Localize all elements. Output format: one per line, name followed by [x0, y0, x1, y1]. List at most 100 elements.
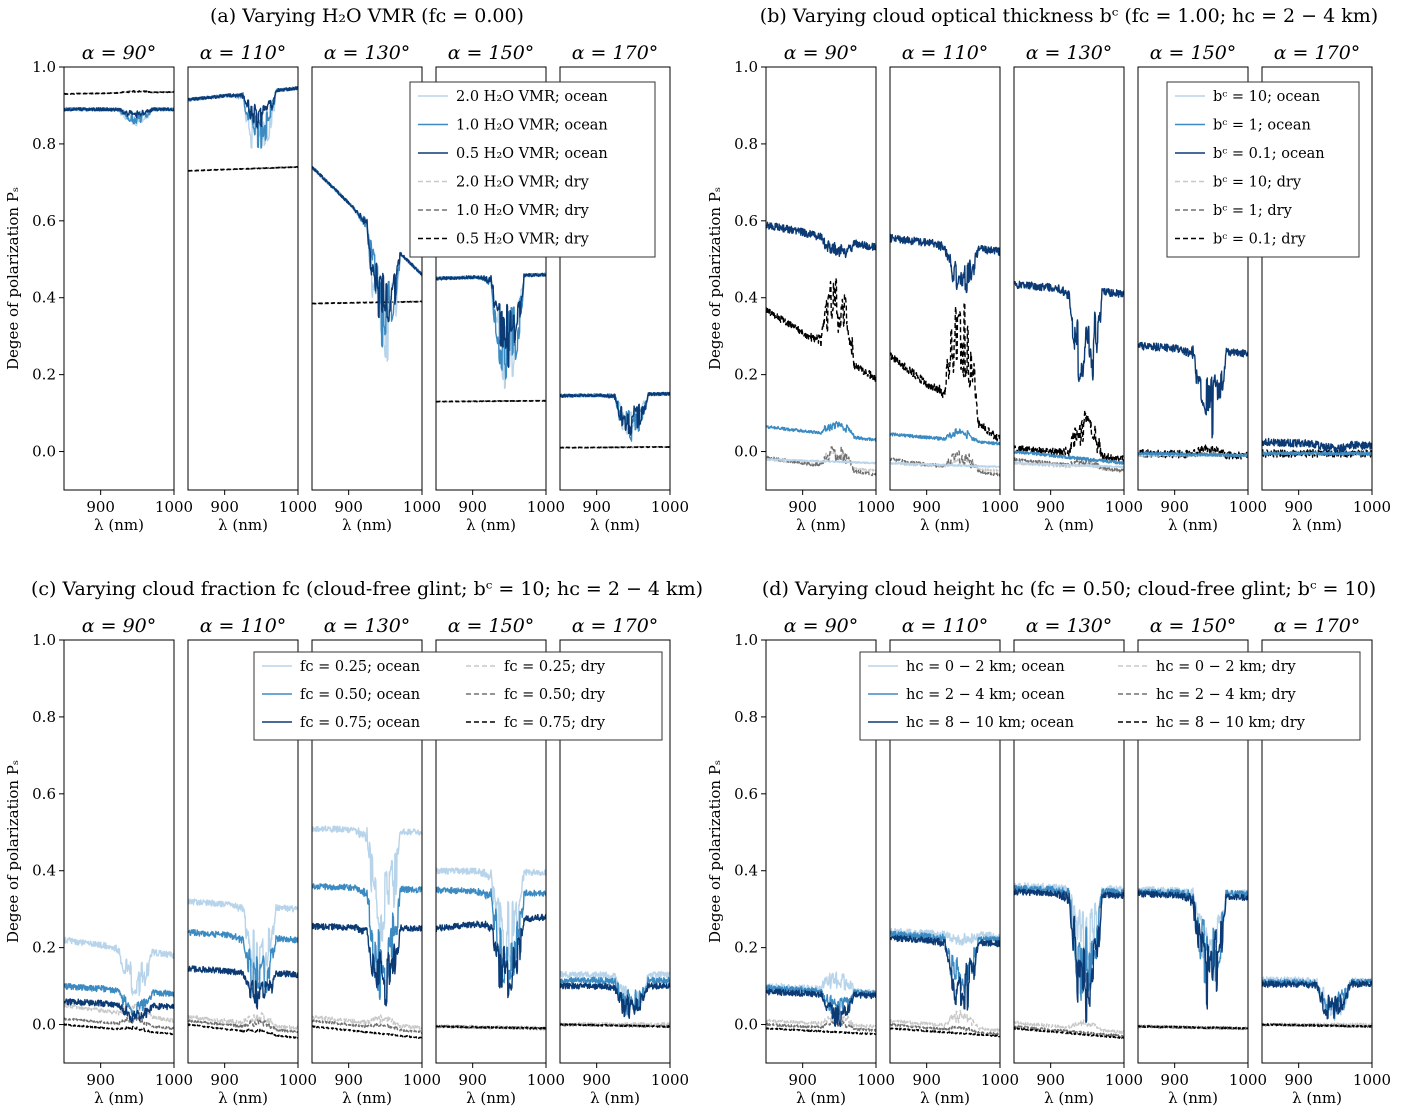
series-group — [436, 272, 546, 403]
subplot-title: α = 90° — [784, 615, 859, 637]
series-line-6 — [436, 1025, 546, 1030]
series-line-5 — [188, 1019, 298, 1034]
y-axis-label: Degee of polarization Pₛ — [706, 187, 724, 370]
subplot-alpha-150: α = 150° 900 1000 λ (nm) — [1137, 42, 1267, 534]
x-tick-label: 1000 — [279, 498, 317, 516]
series-line-4 — [64, 90, 174, 95]
series-line-3 — [1014, 888, 1124, 1023]
x-tick-label: 900 — [912, 1071, 941, 1089]
legend-entry: hᴄ = 0 − 2 km; ocean — [906, 659, 1065, 675]
subplot-alpha-90: α = 90° 900 1000 λ (nm) — [765, 42, 895, 534]
subplot-frame — [435, 639, 547, 1064]
y-tick-label: 1.0 — [32, 58, 56, 76]
y-tick-label: 0.4 — [32, 862, 56, 880]
series-line-3 — [1262, 980, 1372, 1020]
subplot-title: α = 90° — [82, 615, 157, 637]
series-group — [436, 867, 546, 1031]
legend-entry: 1.0 H₂O VMR; dry — [456, 203, 590, 219]
panel-c: (c) Varying cloud fraction fᴄ (cloud-fre… — [4, 578, 703, 1107]
subplot-title: α = 90° — [784, 42, 859, 64]
subplot-alpha-90: α = 90° 900 1000 λ (nm) — [63, 42, 193, 534]
x-axis-label: λ (nm) — [1044, 516, 1094, 534]
legend-entry: hᴄ = 2 − 4 km; dry — [1156, 687, 1296, 703]
series-line-3 — [766, 988, 876, 1028]
series-line-2 — [188, 929, 298, 1000]
series-group — [1262, 976, 1372, 1029]
series-group — [890, 233, 1000, 477]
subplot-title: α = 130° — [324, 615, 411, 637]
x-tick-label: 900 — [1284, 1071, 1313, 1089]
series-line-6 — [890, 302, 1000, 444]
series-line-4 — [188, 1012, 298, 1030]
x-tick-label: 1000 — [155, 498, 193, 516]
x-tick-label: 900 — [334, 1071, 363, 1089]
series-line-6 — [64, 89, 174, 95]
subplot-title: α = 150° — [1150, 615, 1237, 637]
series-line-3 — [64, 107, 174, 119]
series-line-2 — [64, 983, 174, 1018]
x-tick-label: 1000 — [403, 1071, 441, 1089]
subplot-frame — [1137, 66, 1249, 491]
x-tick-label: 1000 — [1353, 1071, 1391, 1089]
x-tick-label: 1000 — [857, 1071, 895, 1089]
subplot-title: α = 130° — [324, 42, 411, 64]
series-line-3 — [1138, 890, 1248, 1010]
subplot-title: α = 130° — [1026, 42, 1113, 64]
x-axis-label: λ (nm) — [590, 1089, 640, 1107]
x-axis-label: λ (nm) — [94, 516, 144, 534]
series-line-3 — [188, 86, 298, 129]
series-line-5 — [64, 1016, 174, 1030]
subplot-title: α = 130° — [1026, 615, 1113, 637]
series-group — [1014, 882, 1124, 1039]
series-line-6 — [188, 165, 298, 172]
legend-entry: fᴄ = 0.75; dry — [504, 715, 606, 731]
legend-entry: bᶜ = 10; ocean — [1213, 89, 1320, 105]
y-tick-label: 0.4 — [734, 289, 758, 307]
series-line-6 — [766, 277, 876, 383]
series-line-2 — [436, 886, 546, 987]
subplot-alpha-170: α = 170° 900 1000 λ (nm) — [1261, 42, 1391, 534]
subplot-alpha-110: α = 110° 900 1000 λ (nm) — [187, 42, 317, 534]
legend-entry: bᶜ = 1; ocean — [1213, 118, 1311, 134]
legend-entry: fᴄ = 0.75; ocean — [300, 715, 420, 731]
series-line-3 — [890, 934, 1000, 1011]
y-tick-label: 0.0 — [32, 443, 56, 461]
subplot-alpha-130: α = 130° 900 1000 λ (nm) — [311, 42, 441, 534]
legend-entry: bᶜ = 0.1; dry — [1213, 232, 1306, 248]
series-line-2 — [312, 166, 422, 348]
series-line-3 — [312, 922, 422, 1007]
series-group — [766, 971, 876, 1036]
subplot-alpha-130: α = 130° 900 1000 λ (nm) — [1013, 615, 1143, 1107]
series-line-3 — [312, 166, 422, 323]
subplot-frame — [1013, 66, 1125, 491]
x-axis-label: λ (nm) — [1168, 516, 1218, 534]
subplot-alpha-170: α = 170° 900 1000 λ (nm) — [1261, 615, 1391, 1107]
y-tick-label: 0.4 — [32, 289, 56, 307]
x-tick-label: 900 — [1036, 498, 1065, 516]
series-group — [312, 166, 422, 362]
x-tick-label: 1000 — [1105, 498, 1143, 516]
x-tick-label: 900 — [210, 1071, 239, 1089]
legend-entry: fᴄ = 0.50; ocean — [300, 687, 420, 703]
x-tick-label: 900 — [334, 498, 363, 516]
y-tick-label: 0.6 — [32, 785, 56, 803]
series-line-3 — [1262, 437, 1372, 453]
series-line-6 — [1262, 1023, 1372, 1028]
legend-entry: fᴄ = 0.25; dry — [504, 659, 606, 675]
x-tick-label: 900 — [1160, 1071, 1189, 1089]
subplot-alpha-90: α = 90° 900 1000 λ (nm) — [765, 615, 895, 1107]
x-tick-label: 900 — [1036, 1071, 1065, 1089]
series-group — [1014, 280, 1124, 473]
series-line-3 — [766, 221, 876, 259]
x-tick-label: 1000 — [527, 1071, 565, 1089]
y-tick-label: 0.8 — [32, 135, 56, 153]
subplot-title: α = 170° — [572, 615, 659, 637]
y-tick-label: 0.6 — [734, 212, 758, 230]
x-tick-label: 1000 — [155, 1071, 193, 1089]
series-line-2 — [560, 976, 670, 1016]
series-line-3 — [1138, 341, 1248, 439]
x-tick-label: 1000 — [1105, 1071, 1143, 1089]
y-tick-label: 0.0 — [734, 443, 758, 461]
subplot-frame — [187, 66, 299, 491]
series-line-2 — [1014, 450, 1124, 465]
